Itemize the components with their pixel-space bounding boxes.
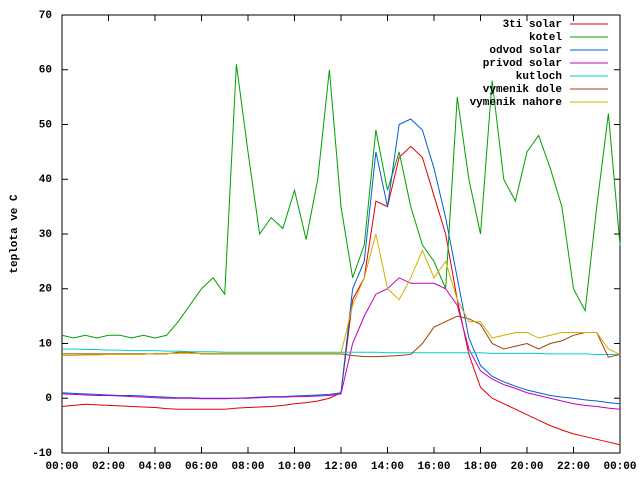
legend-label: privod solar xyxy=(483,58,562,70)
y-tick-label: 70 xyxy=(39,10,52,22)
series-line xyxy=(61,145,621,446)
legend-label: odvod solar xyxy=(489,45,562,57)
x-tick-label: 18:00 xyxy=(464,461,497,473)
x-tick-label: 06:00 xyxy=(185,461,218,473)
y-tick-label: 30 xyxy=(39,229,52,241)
y-axis-label: teplota ve C xyxy=(9,194,21,274)
legend-label: 3ti solar xyxy=(503,19,562,31)
x-tick-label: 14:00 xyxy=(371,461,404,473)
series-line xyxy=(61,118,621,405)
y-tick-label: 60 xyxy=(39,65,52,77)
y-tick-label: 50 xyxy=(39,119,52,131)
x-tick-label: 04:00 xyxy=(138,461,171,473)
x-tick-label: 02:00 xyxy=(92,461,125,473)
y-tick-label: 10 xyxy=(39,338,52,350)
y-tick-label: 0 xyxy=(45,393,52,405)
legend-label: kutloch xyxy=(516,71,562,83)
series-line xyxy=(62,233,621,357)
legend-label: vymenik dole xyxy=(483,84,563,96)
x-tick-label: 00:00 xyxy=(45,461,78,473)
x-tick-label: 12:00 xyxy=(324,461,357,473)
series-line xyxy=(61,277,621,410)
y-tick-label: -10 xyxy=(32,448,52,460)
x-tick-label: 10:00 xyxy=(278,461,311,473)
series-line xyxy=(62,315,621,358)
legend-label: kotel xyxy=(529,32,562,44)
legend-label: vymenik nahore xyxy=(470,97,563,109)
series-line xyxy=(61,64,621,339)
x-tick-label: 22:00 xyxy=(557,461,590,473)
x-tick-label: 08:00 xyxy=(231,461,264,473)
y-tick-label: 20 xyxy=(39,284,52,296)
x-tick-label: 00:00 xyxy=(603,461,636,473)
x-tick-label: 16:00 xyxy=(417,461,450,473)
y-tick-label: 40 xyxy=(39,174,52,186)
x-tick-label: 20:00 xyxy=(510,461,543,473)
